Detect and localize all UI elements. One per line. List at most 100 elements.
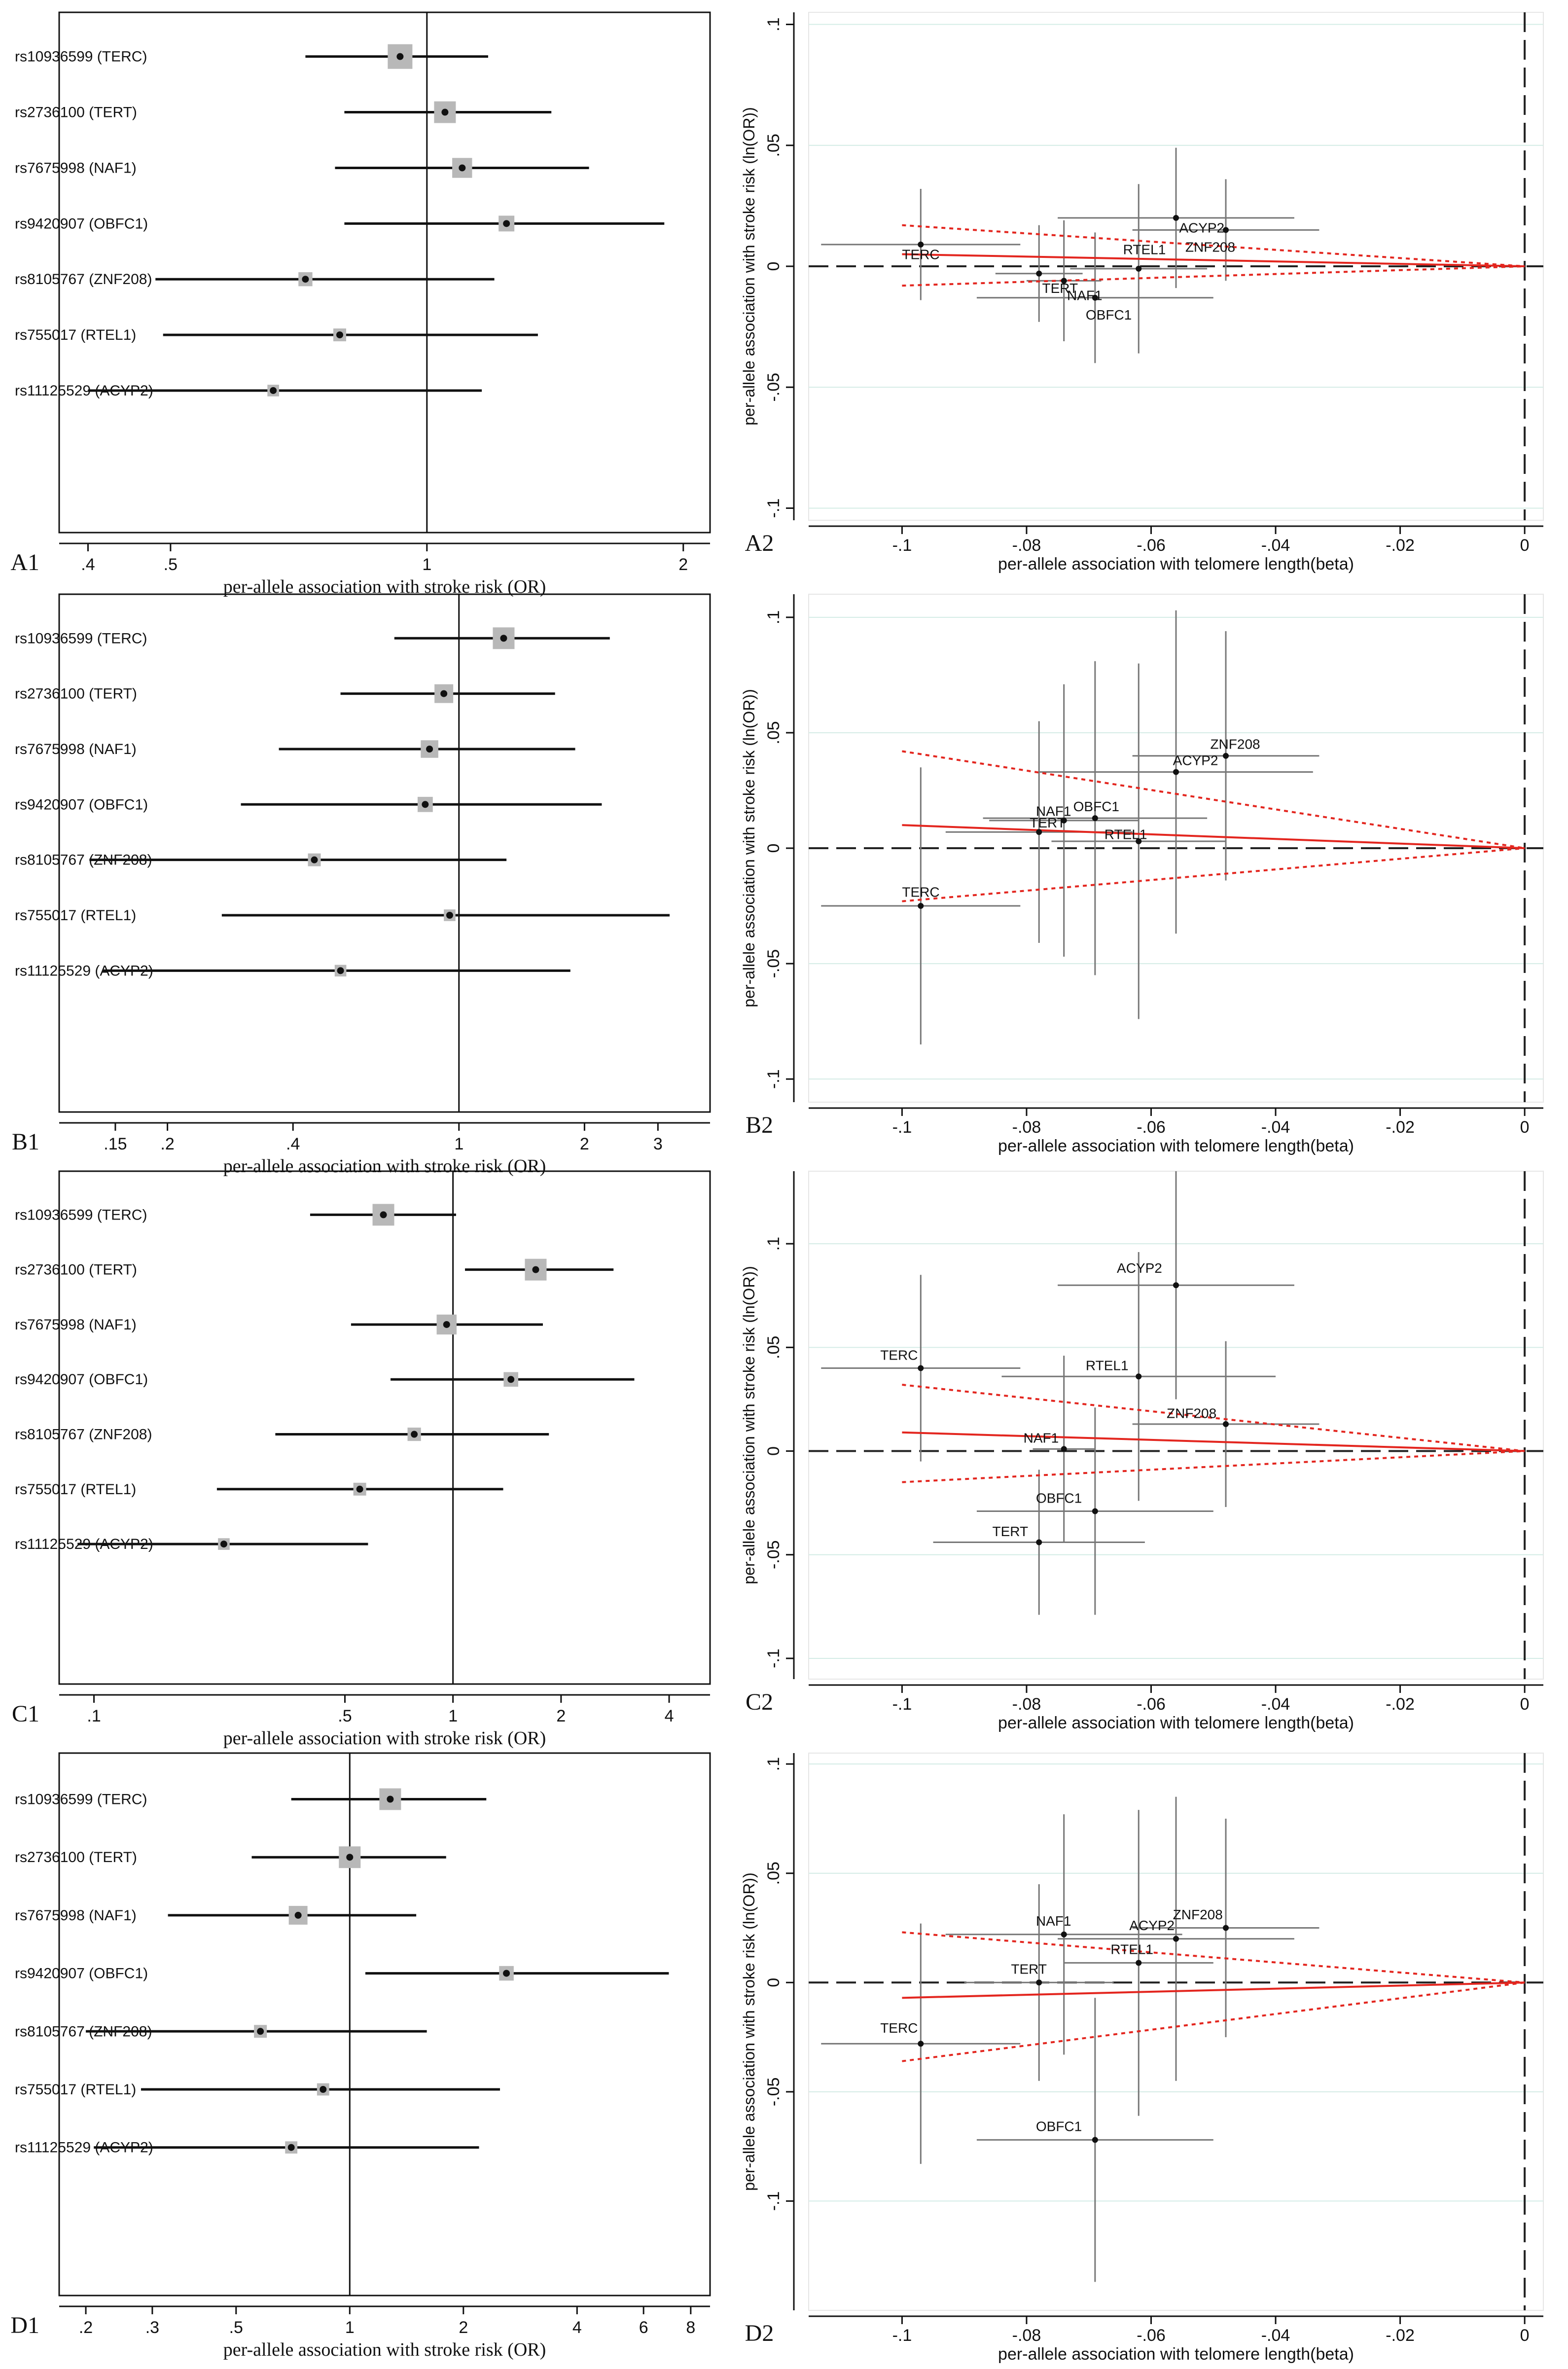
point-estimate	[302, 276, 309, 283]
snp-point	[1036, 270, 1042, 277]
snp-label: rs9420907 (OBFC1)	[15, 796, 148, 813]
x-tick-label: 2	[580, 1135, 589, 1153]
plot-area	[808, 1753, 1544, 2311]
x-tick-label: -.06	[1137, 2326, 1166, 2345]
y-tick-label: .05	[764, 1336, 783, 1359]
point-estimate	[287, 2144, 295, 2151]
snp-label: rs2736100 (TERT)	[15, 686, 137, 702]
point-estimate	[294, 1911, 302, 1919]
point-estimate	[459, 164, 466, 172]
x-tick-label: 2	[678, 555, 688, 574]
panel-label: B2	[746, 1112, 773, 1138]
x-tick-label: 1	[448, 1707, 458, 1725]
ivw-estimate-line	[902, 253, 1525, 267]
gene-label: RTEL1	[1123, 242, 1166, 257]
snp-point	[1036, 1979, 1042, 1986]
snp-label: rs10936599 (TERC)	[15, 1792, 147, 1808]
y-tick-label: -.1	[764, 1069, 783, 1089]
x-tick-label: 2	[556, 1707, 566, 1725]
x-axis-label: per-allele association with stroke risk …	[223, 1156, 546, 1177]
y-tick-label: -.1	[764, 1649, 783, 1668]
point-estimate	[336, 331, 343, 339]
plot-frame	[58, 1752, 711, 2297]
y-tick-label: -.1	[764, 499, 783, 518]
gene-label: NAF1	[1036, 1913, 1071, 1929]
y-tick-label: -.05	[764, 949, 783, 978]
point-estimate	[270, 387, 277, 394]
point-estimate	[337, 967, 344, 974]
panel-label: C1	[12, 1701, 39, 1727]
plot-frame	[58, 1170, 711, 1685]
gene-label: OBFC1	[1036, 2119, 1082, 2134]
y-axis-label: per-allele association with stroke risk …	[740, 689, 758, 1007]
gene-label: OBFC1	[1086, 307, 1132, 323]
gene-label: ACYP2	[1173, 753, 1218, 768]
y-tick-label: -.1	[764, 2191, 783, 2211]
snp-point	[1036, 1539, 1042, 1545]
snp-label: rs2736100 (TERT)	[15, 1849, 137, 1866]
point-estimate	[311, 856, 318, 863]
panel-c2: TERC TERT NAF1 OBFC1 RTEL1 ACYP2 ZNF208 -.1 -.05…	[740, 1171, 1544, 1732]
x-tick-label: -.08	[1012, 2326, 1041, 2345]
snp-label: rs8105767 (ZNF208)	[15, 1427, 152, 1443]
point-estimate	[532, 1266, 539, 1273]
snp-label: rs755017 (RTEL1)	[15, 327, 136, 343]
snp-point	[1136, 265, 1142, 272]
snp-label: rs7675998 (NAF1)	[15, 741, 137, 757]
x-axis-label: per-allele association with telomere len…	[998, 555, 1354, 574]
x-tick-label: 1	[345, 2318, 355, 2337]
point-estimate	[503, 1970, 510, 1977]
gene-label: RTEL1	[1086, 1358, 1129, 1373]
x-tick-label: .4	[81, 555, 95, 574]
y-tick-label: 0	[764, 1978, 783, 1987]
gene-label: RTEL1	[1110, 1942, 1153, 1957]
point-estimate	[220, 1541, 227, 1548]
x-tick-label: .5	[338, 1707, 352, 1725]
point-estimate	[320, 2086, 327, 2093]
panel-label: A2	[745, 530, 774, 556]
x-tick-label: 4	[572, 2318, 582, 2337]
x-tick-label: -.1	[892, 1118, 912, 1137]
point-estimate	[441, 108, 449, 116]
ivw-estimate-line	[902, 1981, 1525, 1999]
ci-lower-line	[902, 1450, 1525, 1483]
x-tick-label: -.1	[892, 536, 912, 555]
gene-label: ACYP2	[1129, 1918, 1175, 1933]
x-tick-label: 3	[653, 1135, 663, 1153]
x-tick-label: .15	[104, 1135, 127, 1153]
snp-point	[1136, 1373, 1142, 1380]
ci-upper-line	[902, 224, 1525, 267]
x-tick-label: .5	[164, 555, 178, 574]
gene-label: ZNF208	[1185, 240, 1235, 255]
x-tick-label: 6	[639, 2318, 648, 2337]
snp-point	[1223, 753, 1229, 759]
gene-label: OBFC1	[1073, 799, 1119, 814]
y-tick-label: .1	[764, 17, 783, 31]
snp-point	[918, 2041, 924, 2047]
gene-label: ZNF208	[1173, 1907, 1223, 1922]
x-tick-label: .2	[160, 1135, 174, 1153]
gene-label: NAF1	[1036, 803, 1071, 819]
x-axis-label: per-allele association with stroke risk …	[223, 2339, 546, 2360]
gene-label: TERT	[993, 1524, 1029, 1539]
gene-label: NAF1	[1024, 1431, 1059, 1446]
ci-lower-line	[902, 1981, 1525, 2062]
snp-point	[1092, 1508, 1098, 1514]
gene-label: ZNF208	[1210, 737, 1260, 752]
ci-lower-line	[902, 265, 1525, 287]
snp-point	[1173, 1282, 1179, 1289]
y-tick-label: -.05	[764, 1540, 783, 1569]
x-tick-label: -.04	[1261, 1118, 1290, 1137]
snp-point	[1173, 769, 1179, 775]
snp-label: rs10936599 (TERC)	[15, 1207, 147, 1223]
snp-label: rs7675998 (NAF1)	[15, 160, 137, 176]
x-tick-label: -.04	[1261, 1695, 1290, 1714]
x-tick-label: -.06	[1137, 536, 1166, 555]
x-tick-label: 0	[1520, 536, 1530, 555]
snp-point	[1092, 2137, 1098, 2143]
x-tick-label: -.02	[1386, 2326, 1415, 2345]
